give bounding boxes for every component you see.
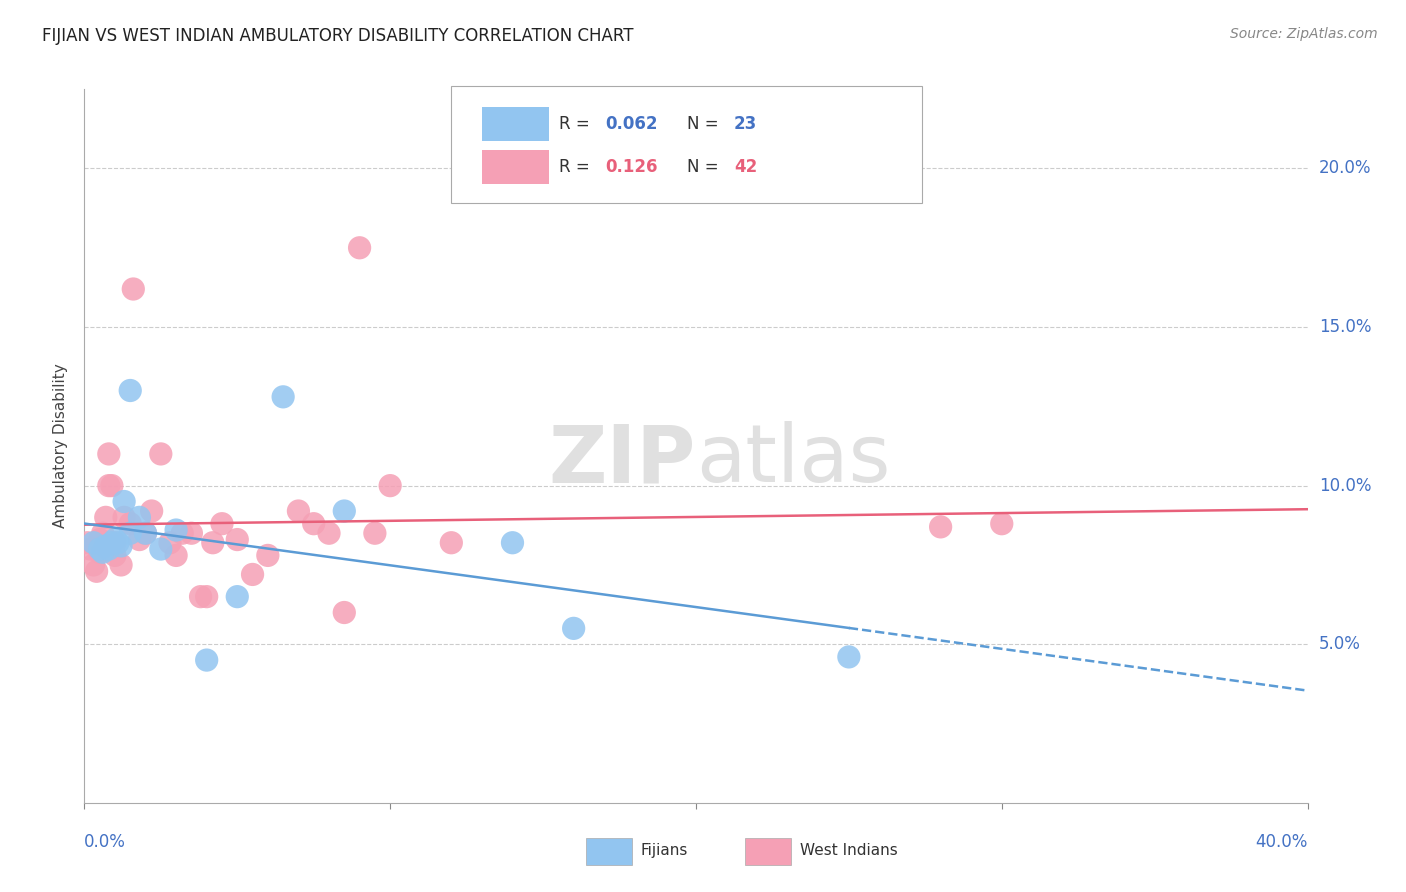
Point [141,504,163,518]
Text: 5.0%: 5.0% [1319,635,1361,653]
Y-axis label: Ambulatory Disability: Ambulatory Disability [53,364,69,528]
FancyBboxPatch shape [482,150,550,185]
Point [190,590,212,604]
Point [76,535,98,549]
Point [349,241,371,255]
Point [302,516,325,531]
Point [502,535,524,549]
Point [107,535,129,549]
Point [112,510,135,524]
Point [838,649,860,664]
FancyBboxPatch shape [451,86,922,203]
Point [97,478,120,492]
Point [110,539,132,553]
Text: 10.0%: 10.0% [1319,476,1371,495]
Point [128,510,150,524]
Point [180,526,202,541]
Text: 0.062: 0.062 [606,115,658,133]
Point [149,447,172,461]
Text: 42: 42 [734,158,758,177]
Text: N =: N = [688,115,724,133]
Text: atlas: atlas [696,421,890,500]
Point [380,478,402,492]
Point [104,535,127,549]
Point [97,542,120,557]
Text: N =: N = [688,158,724,177]
Point [94,510,117,524]
Text: 0.0%: 0.0% [84,833,127,851]
Point [242,567,264,582]
Point [120,526,142,541]
Point [226,590,249,604]
Text: R =: R = [560,115,595,133]
Point [165,523,187,537]
Point [83,535,105,549]
Point [271,390,294,404]
Point [226,533,249,547]
Point [89,545,111,559]
Text: Fijians: Fijians [641,843,689,858]
FancyBboxPatch shape [586,838,633,865]
Point [104,549,127,563]
Point [97,447,120,461]
Text: 23: 23 [734,115,758,133]
Point [91,526,114,541]
Point [159,535,181,549]
Point [211,516,233,531]
Text: 20.0%: 20.0% [1319,160,1371,178]
Point [172,526,194,541]
Text: 0.126: 0.126 [606,158,658,177]
Text: 15.0%: 15.0% [1319,318,1371,336]
Point [112,494,135,508]
Text: ZIP: ZIP [548,421,696,500]
Point [333,606,356,620]
Point [991,516,1014,531]
Point [257,549,280,563]
Point [89,542,111,557]
Point [201,535,224,549]
FancyBboxPatch shape [482,107,550,141]
Point [122,282,145,296]
Point [333,504,356,518]
Point [287,504,309,518]
Point [195,590,218,604]
Text: R =: R = [560,158,595,177]
Point [149,542,172,557]
Point [318,526,340,541]
Point [135,526,157,541]
Point [101,478,124,492]
Point [110,558,132,572]
Point [83,558,105,572]
Point [128,533,150,547]
Point [562,621,585,635]
Point [94,539,117,553]
Point [104,533,127,547]
Text: 40.0%: 40.0% [1256,833,1308,851]
Point [86,564,108,578]
Point [89,533,111,547]
Point [91,545,114,559]
Point [120,384,142,398]
Point [440,535,463,549]
Point [364,526,387,541]
FancyBboxPatch shape [745,838,792,865]
Text: Source: ZipAtlas.com: Source: ZipAtlas.com [1230,27,1378,41]
Point [195,653,218,667]
Point [165,549,187,563]
Point [120,516,142,531]
Text: FIJIAN VS WEST INDIAN AMBULATORY DISABILITY CORRELATION CHART: FIJIAN VS WEST INDIAN AMBULATORY DISABIL… [42,27,634,45]
Point [929,520,952,534]
Text: West Indians: West Indians [800,843,897,858]
Point [135,526,157,541]
Point [79,542,101,557]
Point [101,535,124,549]
